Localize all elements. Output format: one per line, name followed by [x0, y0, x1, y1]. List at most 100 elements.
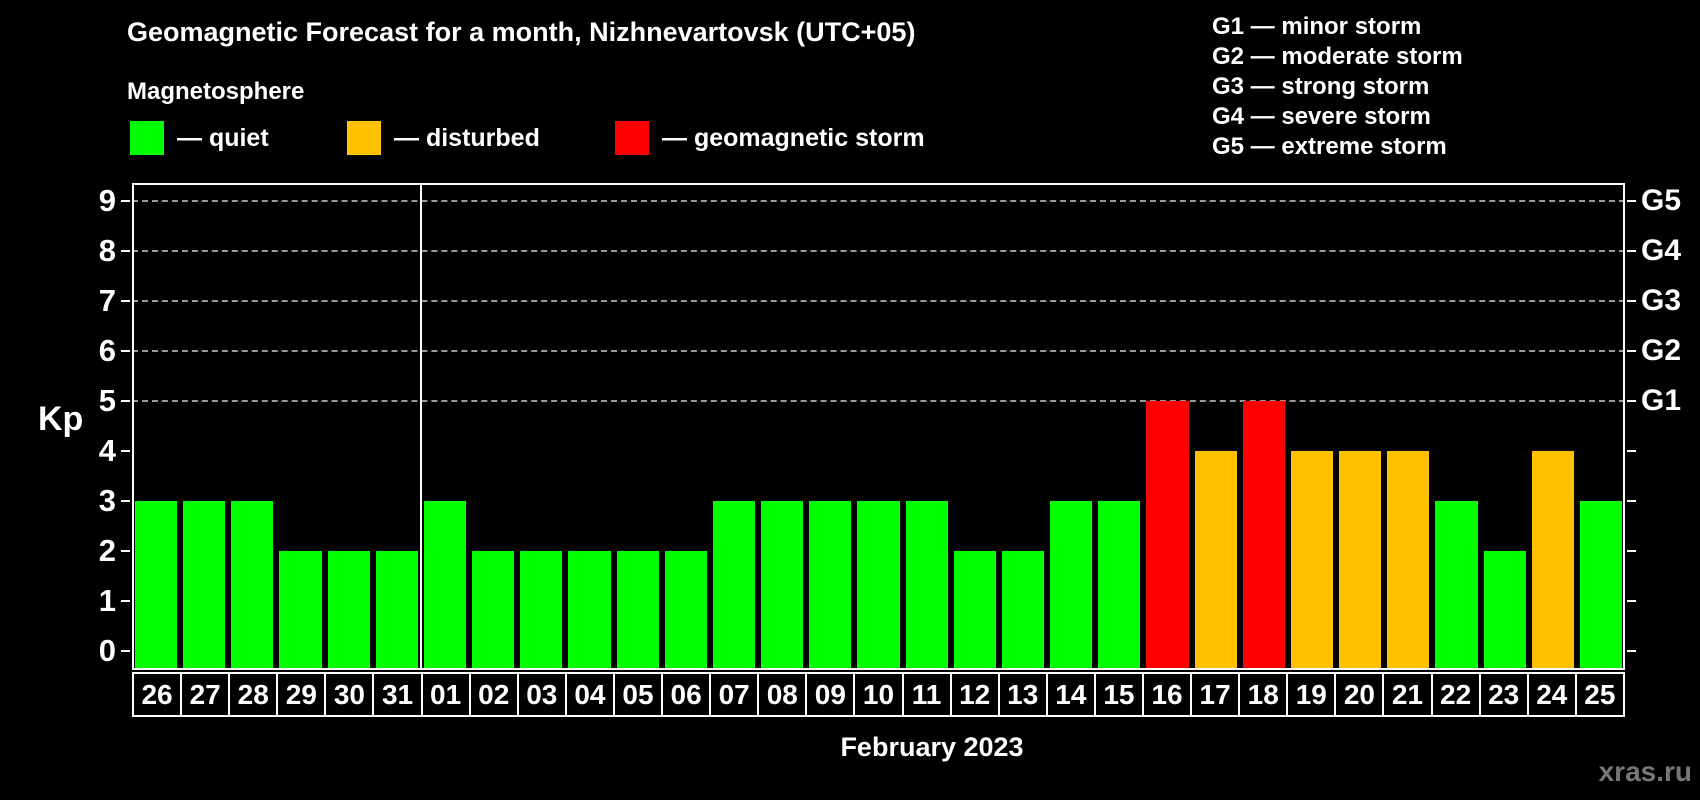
bar-day-13 — [1001, 551, 1045, 670]
day-cell-30: 30 — [324, 674, 373, 715]
right-axis-label-g4: G4 — [1641, 234, 1682, 267]
legend-item-storm: — geomagnetic storm — [615, 121, 925, 155]
day-cell-06: 06 — [661, 674, 710, 715]
bar-day-14 — [1050, 501, 1093, 670]
day-cell-03: 03 — [516, 674, 565, 715]
day-cell-16: 16 — [1141, 674, 1191, 715]
day-cell-29: 29 — [276, 674, 325, 715]
bar-day-17 — [1194, 451, 1237, 670]
month-separator — [419, 183, 422, 670]
y-tick-left-1 — [121, 600, 130, 602]
bar-day-20 — [1339, 451, 1382, 670]
gridline-kp7 — [132, 300, 1625, 302]
bar-day-09 — [809, 501, 852, 670]
day-cell-20: 20 — [1334, 674, 1383, 715]
day-cell-23: 23 — [1478, 674, 1527, 715]
y-tick-label-6: 6 — [98, 333, 116, 368]
y-tick-right-6 — [1627, 350, 1636, 352]
day-cell-07: 07 — [709, 674, 758, 715]
y-tick-right-3 — [1627, 500, 1636, 502]
day-cell-01: 01 — [420, 674, 469, 715]
g5-legend-line: G5 — extreme storm — [1212, 133, 1447, 160]
y-tick-label-4: 4 — [98, 433, 116, 468]
bar-day-02 — [472, 551, 515, 670]
bar-day-21 — [1387, 451, 1430, 670]
storm-swatch — [615, 121, 649, 155]
bar-day-22 — [1435, 501, 1478, 670]
bar-day-01 — [423, 501, 467, 670]
day-cell-14: 14 — [1045, 674, 1094, 715]
y-tick-label-8: 8 — [98, 233, 116, 268]
y-tick-right-1 — [1627, 600, 1636, 602]
y-tick-label-9: 9 — [98, 183, 116, 218]
y-tick-left-3 — [121, 500, 130, 502]
right-axis-label-g5: G5 — [1641, 184, 1682, 217]
y-tick-right-2 — [1627, 550, 1636, 552]
bar-day-12 — [953, 551, 996, 670]
bar-day-24 — [1531, 451, 1574, 670]
y-tick-left-2 — [121, 550, 130, 552]
y-tick-left-9 — [121, 200, 130, 202]
gridline-kp8 — [132, 250, 1625, 252]
day-cell-05: 05 — [612, 674, 662, 715]
day-cell-22: 22 — [1430, 674, 1479, 715]
x-axis-day-row: 26 27 28 29 30 31 01 02 03 04 05 06 07 08 09 10 11 12 13 14… — [132, 672, 1625, 717]
day-cell-13: 13 — [997, 674, 1046, 715]
day-cell-18: 18 — [1238, 674, 1287, 715]
bar-day-07 — [712, 501, 756, 670]
bar-day-10 — [857, 501, 900, 670]
quiet-label: — quiet — [177, 123, 269, 152]
day-cell-25: 25 — [1574, 674, 1623, 715]
bar-day-26 — [135, 501, 178, 670]
bar-day-11 — [905, 501, 948, 670]
day-cell-31: 31 — [372, 674, 421, 715]
right-axis-label-g1: G1 — [1641, 384, 1682, 417]
y-tick-left-6 — [121, 350, 130, 352]
bar-day-16 — [1146, 401, 1189, 670]
bar-day-25 — [1579, 501, 1622, 670]
y-axis-title: Kp — [38, 400, 84, 438]
g4-legend-line: G4 — severe storm — [1212, 103, 1431, 130]
y-tick-right-5 — [1627, 400, 1636, 402]
day-cell-24: 24 — [1526, 674, 1575, 715]
y-tick-label-7: 7 — [98, 283, 116, 318]
day-cell-12: 12 — [949, 674, 998, 715]
legend-item-disturbed: — disturbed — [347, 121, 540, 155]
y-tick-right-9 — [1627, 200, 1636, 202]
y-tick-left-7 — [121, 300, 130, 302]
day-cell-10: 10 — [853, 674, 902, 715]
bar-day-19 — [1290, 451, 1334, 670]
g1-legend-line: G1 — minor storm — [1212, 13, 1422, 40]
day-cell-08: 08 — [757, 674, 806, 715]
bar-day-08 — [761, 501, 804, 670]
gridline-kp6 — [132, 350, 1625, 352]
bar-day-30 — [327, 551, 370, 670]
bar-day-29 — [279, 551, 322, 670]
bar-day-28 — [231, 501, 274, 670]
y-tick-label-3: 3 — [98, 483, 116, 518]
y-tick-label-1: 1 — [98, 583, 116, 618]
bar-day-04 — [568, 551, 611, 670]
right-axis-label-g2: G2 — [1641, 334, 1682, 367]
day-cell-28: 28 — [228, 674, 277, 715]
legend-item-quiet: — quiet — [130, 121, 269, 155]
y-tick-left-8 — [121, 250, 130, 252]
day-cell-21: 21 — [1382, 674, 1431, 715]
y-tick-right-7 — [1627, 300, 1636, 302]
quiet-swatch — [130, 121, 164, 155]
y-tick-label-2: 2 — [98, 533, 116, 568]
day-cell-17: 17 — [1190, 674, 1239, 715]
disturbed-label: — disturbed — [394, 123, 540, 152]
y-tick-label-0: 0 — [98, 633, 116, 668]
day-cell-19: 19 — [1286, 674, 1335, 715]
bar-day-15 — [1098, 501, 1141, 670]
y-tick-left-5 — [121, 400, 130, 402]
bar-day-05 — [616, 551, 659, 670]
gridline-kp5 — [132, 400, 1625, 402]
bar-day-23 — [1483, 551, 1526, 670]
g2-legend-line: G2 — moderate storm — [1212, 43, 1463, 70]
storm-label: — geomagnetic storm — [662, 123, 925, 152]
plot-area: 0 1 2 3 4 5 6 7 8 9 G1 G2 G3 G4 G5 — [99, 183, 1681, 670]
bar-day-31 — [375, 551, 418, 670]
